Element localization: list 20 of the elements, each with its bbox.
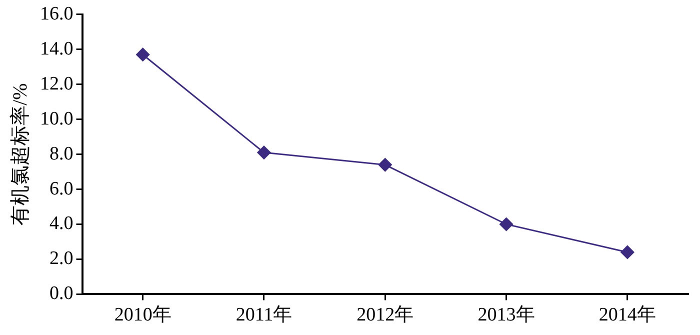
x-tick-label: 2011年 — [236, 304, 292, 326]
y-axis-title: 有机氯超标率/% — [9, 83, 32, 226]
y-tick-label: 0.0 — [50, 283, 74, 304]
y-tick-label: 16.0 — [40, 3, 74, 24]
y-tick-label: 12.0 — [40, 73, 74, 94]
y-tick-label: 2.0 — [50, 248, 74, 270]
x-tick-label: 2010年 — [114, 304, 172, 326]
x-tick-label: 2012年 — [356, 304, 414, 326]
point — [257, 146, 271, 160]
y-tick-label: 6.0 — [50, 178, 74, 200]
point — [620, 245, 634, 259]
y-tick-label: 8.0 — [50, 143, 74, 164]
point — [378, 158, 392, 172]
y-tick-label: 10.0 — [40, 108, 74, 130]
point — [136, 48, 150, 62]
x-tick-label: 2014年 — [598, 304, 656, 326]
x-tick-label: 2013年 — [478, 304, 535, 326]
y-tick-label: 14.0 — [40, 38, 74, 60]
y-tick-label: 4.0 — [50, 213, 74, 234]
point — [500, 218, 514, 231]
